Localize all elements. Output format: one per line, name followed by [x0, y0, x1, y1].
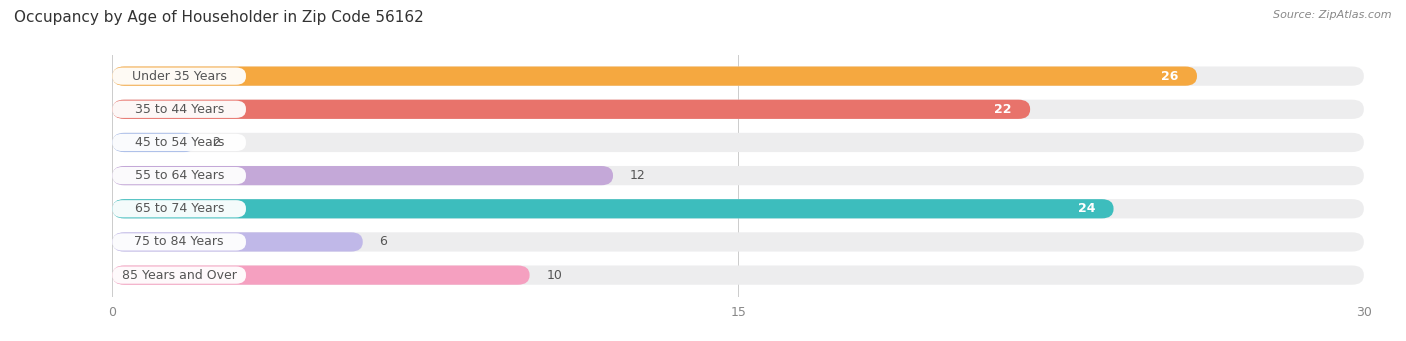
FancyBboxPatch shape: [112, 200, 246, 218]
Text: Occupancy by Age of Householder in Zip Code 56162: Occupancy by Age of Householder in Zip C…: [14, 10, 423, 25]
FancyBboxPatch shape: [1147, 68, 1192, 85]
FancyBboxPatch shape: [1063, 201, 1109, 217]
FancyBboxPatch shape: [112, 266, 1364, 285]
FancyBboxPatch shape: [112, 167, 246, 184]
Text: 12: 12: [630, 169, 645, 182]
Text: 6: 6: [380, 235, 387, 249]
FancyBboxPatch shape: [112, 133, 1364, 152]
FancyBboxPatch shape: [112, 166, 613, 185]
Text: 65 to 74 Years: 65 to 74 Years: [135, 202, 224, 215]
FancyBboxPatch shape: [112, 101, 246, 118]
Text: 45 to 54 Years: 45 to 54 Years: [135, 136, 224, 149]
FancyBboxPatch shape: [112, 66, 1197, 86]
Text: 10: 10: [547, 269, 562, 282]
Text: 35 to 44 Years: 35 to 44 Years: [135, 103, 224, 116]
FancyBboxPatch shape: [112, 232, 363, 252]
Text: 2: 2: [212, 136, 221, 149]
FancyBboxPatch shape: [112, 133, 195, 152]
FancyBboxPatch shape: [112, 199, 1364, 218]
FancyBboxPatch shape: [112, 266, 530, 285]
FancyBboxPatch shape: [112, 266, 246, 284]
Text: 26: 26: [1161, 70, 1178, 83]
Text: 22: 22: [994, 103, 1012, 116]
FancyBboxPatch shape: [112, 100, 1364, 119]
Text: Under 35 Years: Under 35 Years: [132, 70, 226, 83]
Text: 24: 24: [1077, 202, 1095, 215]
FancyBboxPatch shape: [112, 68, 246, 85]
Text: 75 to 84 Years: 75 to 84 Years: [135, 235, 224, 249]
FancyBboxPatch shape: [112, 233, 246, 251]
FancyBboxPatch shape: [112, 100, 1031, 119]
FancyBboxPatch shape: [112, 232, 1364, 252]
FancyBboxPatch shape: [112, 199, 1114, 218]
Text: 85 Years and Over: 85 Years and Over: [122, 269, 236, 282]
FancyBboxPatch shape: [980, 101, 1026, 118]
FancyBboxPatch shape: [112, 134, 246, 151]
FancyBboxPatch shape: [112, 66, 1364, 86]
Text: Source: ZipAtlas.com: Source: ZipAtlas.com: [1274, 10, 1392, 20]
FancyBboxPatch shape: [112, 166, 1364, 185]
Text: 55 to 64 Years: 55 to 64 Years: [135, 169, 224, 182]
